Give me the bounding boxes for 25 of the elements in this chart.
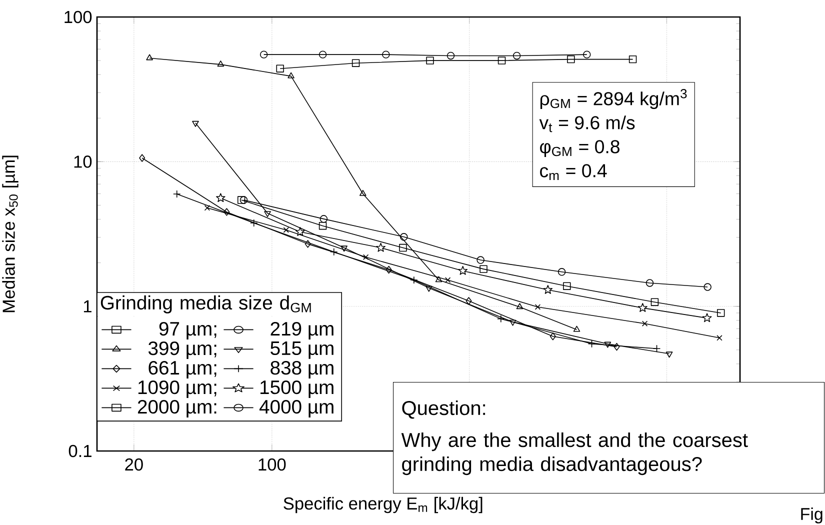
legend-label: 1500 µm bbox=[260, 380, 334, 398]
text: Fig bbox=[801, 508, 822, 524]
legend-label: 661 µm; bbox=[148, 360, 216, 378]
legend-label: 219 µm bbox=[270, 322, 334, 340]
y-tick-label: 1 bbox=[84, 300, 92, 312]
y-tick-label: 100 bbox=[64, 10, 92, 24]
annotation: Question: bbox=[402, 400, 486, 419]
y-axis-title: Median size x$_{50}$ [µm] bbox=[2, 156, 18, 312]
legend-title: Grinding media size d$_{GM}$ bbox=[100, 295, 311, 314]
legend-label: 97 µm; bbox=[159, 322, 216, 340]
y-tick-label: 10 bbox=[74, 156, 92, 168]
annotation: φ$_{GM}$ = 0.8 bbox=[540, 140, 620, 157]
x-tick-label: 20 bbox=[125, 458, 143, 471]
legend-label: 515 µm bbox=[270, 342, 334, 359]
annotation: c$_{m}$ = 0.4 bbox=[540, 164, 607, 180]
legend-label: 399 µm; bbox=[148, 341, 216, 359]
annotation: Why are the smallest and the coarsest grinding media disadvantageous? bbox=[401, 432, 748, 476]
legend-label: 838 µm bbox=[270, 360, 334, 378]
annotation: v$_{t}$ = 9.6 m/s bbox=[539, 116, 635, 132]
y-tick-label: 0.1 bbox=[68, 444, 92, 458]
legend-label: 2000 µm: bbox=[138, 400, 216, 418]
annotation: ρ$_{GM}$ = 2894 kg/m$^{3}$ bbox=[540, 89, 687, 109]
x-axis-title: Specific energy E$_{m}$ [kJ/kg] bbox=[284, 496, 482, 514]
legend-label: 4000 µm bbox=[259, 400, 334, 418]
legend-label: 1090 µm; bbox=[138, 380, 216, 398]
